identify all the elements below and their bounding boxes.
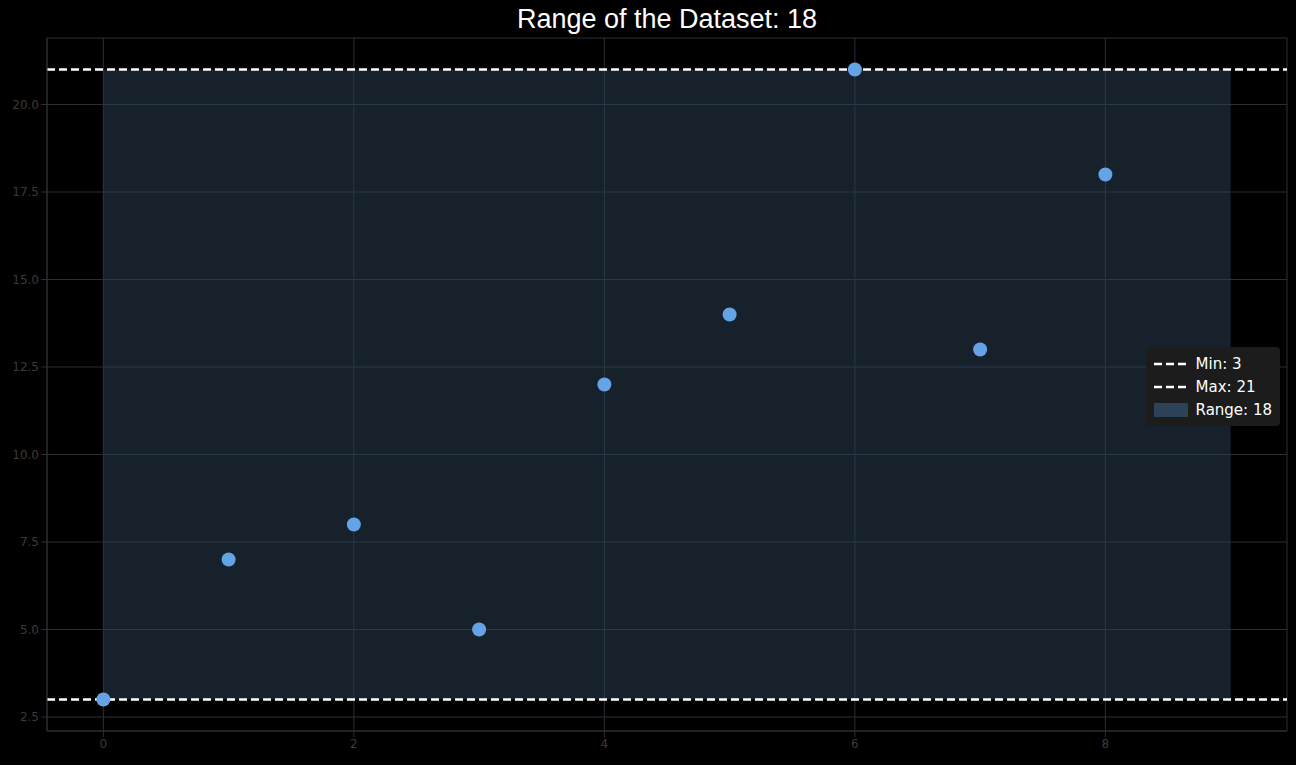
- svg-text:10.0: 10.0: [12, 448, 39, 462]
- svg-text:2: 2: [350, 737, 358, 751]
- html-text:Range: 18: Range: 18: [1195, 400, 1272, 419]
- svg-text:15.0: 15.0: [12, 273, 39, 287]
- svg-text:7.5: 7.5: [20, 535, 39, 549]
- html-text:Range of the Dataset: 18: Range of the Dataset: 18: [516, 4, 818, 34]
- svg-text:2.5: 2.5: [20, 710, 39, 724]
- svg-text:4: 4: [601, 737, 609, 751]
- svg-text:0: 0: [100, 737, 108, 751]
- html-text:Min: 3: Min: 3: [1195, 354, 1242, 373]
- svg-text:5.0: 5.0: [20, 623, 39, 637]
- svg-text:12.5: 12.5: [12, 360, 39, 374]
- svg-text:17.5: 17.5: [12, 185, 39, 199]
- svg-text:8: 8: [1102, 737, 1110, 751]
- svg-text:20.0: 20.0: [12, 98, 39, 112]
- svg-text:6: 6: [851, 737, 859, 751]
- html-text:Max: 21: Max: 21: [1195, 377, 1256, 396]
